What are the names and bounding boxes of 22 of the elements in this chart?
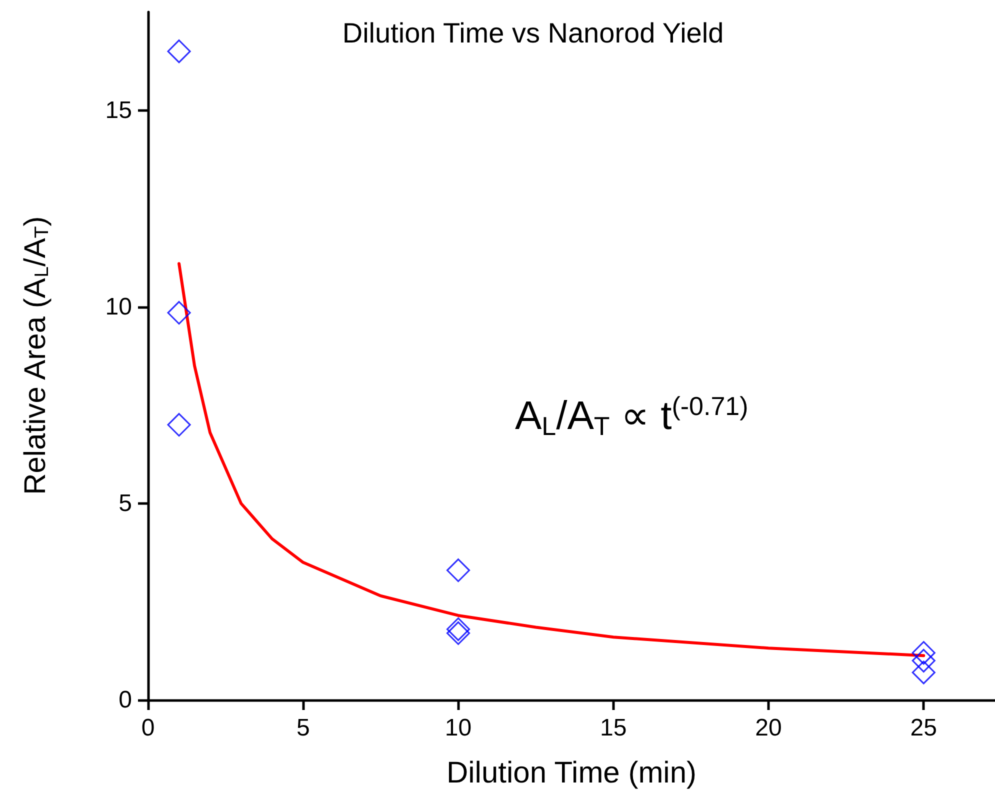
y-axis-title: Relative Area (AL/AT)	[18, 216, 53, 495]
point	[446, 558, 470, 582]
x-tick-label: 15	[600, 714, 627, 742]
y-tick-label: 15	[105, 96, 132, 124]
point	[167, 40, 191, 64]
x-tick-label: 0	[141, 714, 155, 742]
point	[912, 641, 936, 665]
y-tick-label: 5	[118, 490, 132, 517]
chart-title: Dilution Time vs Nanorod Yield	[342, 18, 724, 48]
x-axis-title: Dilution Time (min)	[446, 756, 697, 790]
point	[912, 660, 936, 684]
point	[167, 300, 191, 325]
y-tick-label: 0	[118, 686, 132, 714]
x-tick-label: 20	[755, 714, 782, 742]
y-tick-label: 10	[105, 293, 132, 320]
point	[446, 617, 470, 642]
point	[167, 413, 191, 437]
x-tick-label: 10	[444, 714, 472, 742]
x-tick-label: 25	[910, 714, 937, 742]
point	[912, 648, 936, 672]
x-tick-label: 5	[296, 714, 310, 742]
point	[446, 621, 470, 645]
